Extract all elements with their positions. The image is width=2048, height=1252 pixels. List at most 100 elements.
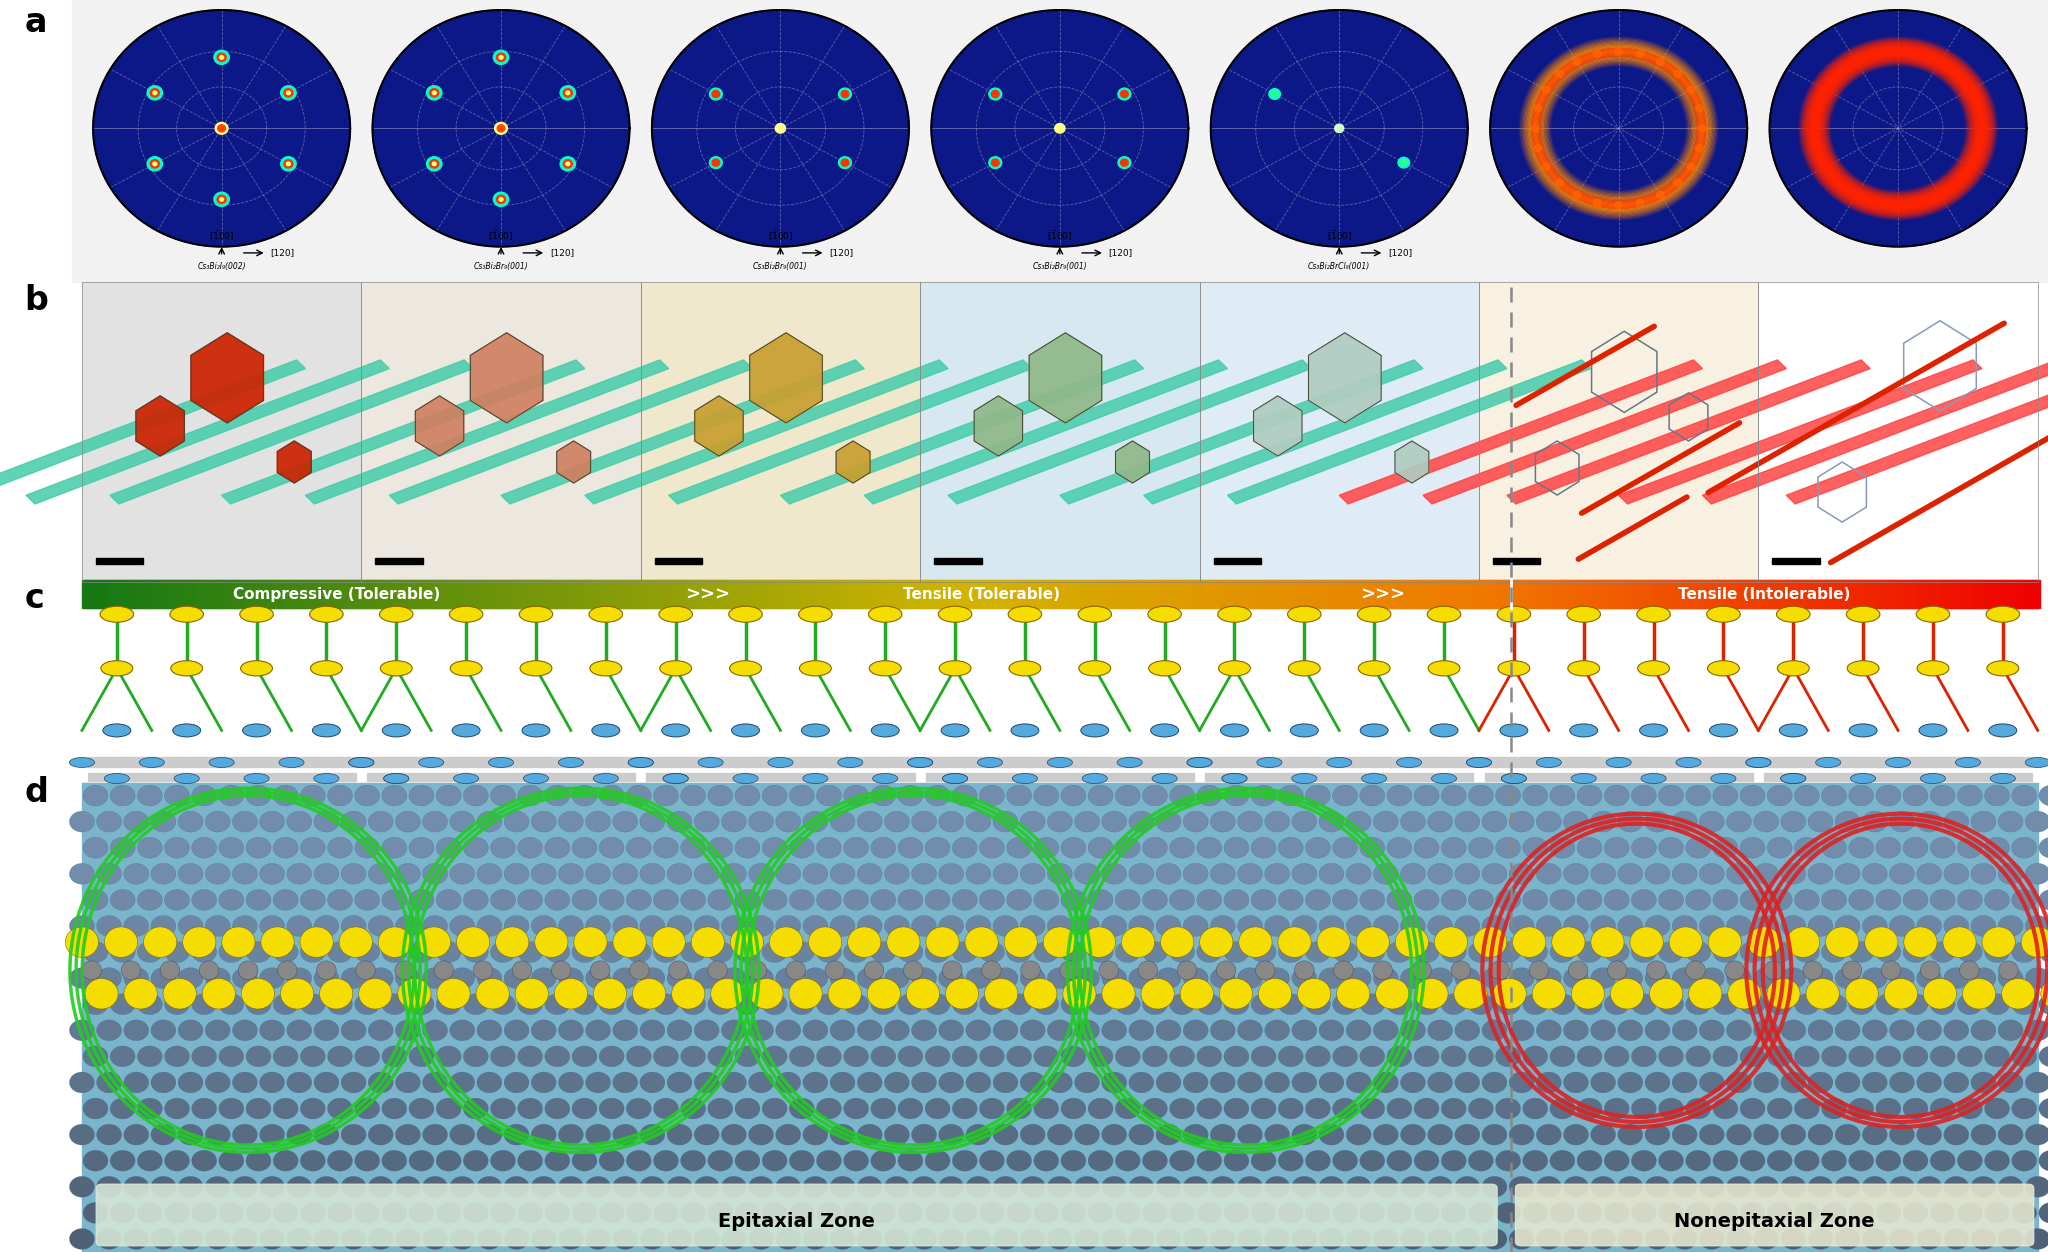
Ellipse shape: [1604, 1045, 1630, 1067]
Ellipse shape: [152, 1020, 176, 1040]
Ellipse shape: [1958, 942, 1982, 963]
Ellipse shape: [213, 193, 229, 207]
Ellipse shape: [627, 1151, 651, 1171]
Bar: [1470, 580, 1477, 608]
Ellipse shape: [1726, 1124, 1751, 1146]
Ellipse shape: [281, 156, 297, 172]
Ellipse shape: [1645, 968, 1669, 989]
Ellipse shape: [1917, 606, 1950, 622]
Ellipse shape: [1987, 661, 2019, 676]
Ellipse shape: [1333, 889, 1358, 910]
Ellipse shape: [219, 1202, 244, 1223]
Bar: [1194, 580, 1198, 608]
Ellipse shape: [477, 1124, 502, 1146]
Ellipse shape: [342, 968, 367, 989]
Bar: [793, 580, 799, 608]
Ellipse shape: [1817, 757, 1841, 767]
Bar: [633, 580, 639, 608]
Ellipse shape: [1917, 968, 1942, 989]
Ellipse shape: [1923, 979, 1956, 1009]
Bar: [360, 282, 641, 582]
Ellipse shape: [1632, 785, 1657, 806]
Ellipse shape: [301, 785, 326, 806]
Ellipse shape: [868, 661, 901, 676]
Ellipse shape: [1550, 1151, 1575, 1171]
Ellipse shape: [199, 962, 219, 979]
Ellipse shape: [1710, 774, 1737, 784]
Ellipse shape: [844, 1098, 868, 1119]
Ellipse shape: [926, 926, 958, 958]
Ellipse shape: [653, 838, 678, 858]
Ellipse shape: [1999, 962, 2017, 979]
Ellipse shape: [1346, 1228, 1372, 1249]
Ellipse shape: [952, 942, 977, 963]
Ellipse shape: [1292, 864, 1317, 884]
Ellipse shape: [1319, 811, 1343, 833]
Bar: [1851, 580, 1858, 608]
Bar: [1800, 580, 1804, 608]
Ellipse shape: [776, 811, 801, 833]
Bar: [1819, 580, 1825, 608]
Ellipse shape: [369, 811, 393, 833]
Ellipse shape: [281, 979, 313, 1009]
Bar: [1569, 580, 1573, 608]
Bar: [645, 580, 651, 608]
Ellipse shape: [1794, 942, 1819, 963]
Ellipse shape: [748, 864, 774, 884]
Ellipse shape: [1550, 1098, 1575, 1119]
Ellipse shape: [354, 1202, 379, 1223]
Ellipse shape: [1780, 774, 1806, 784]
Bar: [160, 580, 166, 608]
Ellipse shape: [84, 1202, 109, 1223]
Bar: [158, 580, 162, 608]
Ellipse shape: [1495, 785, 1520, 806]
Ellipse shape: [559, 864, 584, 884]
Ellipse shape: [1536, 915, 1561, 936]
Ellipse shape: [563, 89, 571, 96]
Bar: [737, 580, 743, 608]
Bar: [1331, 580, 1335, 608]
Bar: [915, 580, 922, 608]
Ellipse shape: [1278, 1098, 1303, 1119]
Bar: [610, 580, 614, 608]
Ellipse shape: [1442, 889, 1466, 910]
Ellipse shape: [1266, 1072, 1290, 1093]
Bar: [2021, 580, 2028, 608]
Ellipse shape: [1782, 1020, 1806, 1040]
Bar: [1823, 580, 1829, 608]
Bar: [930, 580, 934, 608]
Ellipse shape: [348, 757, 375, 767]
Ellipse shape: [709, 889, 733, 910]
Bar: [1690, 580, 1694, 608]
Ellipse shape: [530, 1072, 557, 1093]
Bar: [672, 580, 678, 608]
Ellipse shape: [244, 774, 268, 784]
Ellipse shape: [1272, 91, 1278, 96]
Bar: [535, 580, 541, 608]
Ellipse shape: [260, 926, 295, 958]
Ellipse shape: [600, 838, 625, 858]
Ellipse shape: [1047, 757, 1073, 767]
Ellipse shape: [2001, 979, 2036, 1009]
Bar: [1884, 580, 1890, 608]
Ellipse shape: [1360, 1151, 1384, 1171]
Ellipse shape: [1063, 979, 1096, 1009]
Bar: [1767, 580, 1772, 608]
Ellipse shape: [1184, 1020, 1208, 1040]
Bar: [797, 580, 801, 608]
Ellipse shape: [1556, 70, 1563, 78]
Ellipse shape: [1767, 942, 1792, 963]
Ellipse shape: [463, 889, 487, 910]
Bar: [711, 580, 717, 608]
Ellipse shape: [1210, 1228, 1235, 1249]
Bar: [557, 580, 563, 608]
Ellipse shape: [885, 1072, 909, 1093]
Ellipse shape: [858, 1020, 883, 1040]
Ellipse shape: [111, 994, 135, 1014]
Ellipse shape: [231, 811, 258, 833]
Ellipse shape: [1210, 1177, 1235, 1197]
Ellipse shape: [967, 1072, 991, 1093]
Ellipse shape: [870, 1202, 895, 1223]
Ellipse shape: [354, 785, 379, 806]
Ellipse shape: [1835, 864, 1860, 884]
